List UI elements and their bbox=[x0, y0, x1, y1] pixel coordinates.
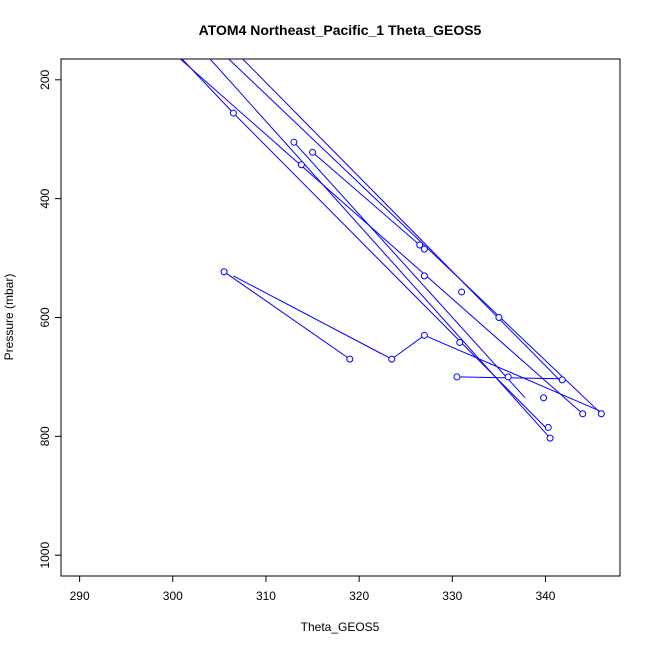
data-point bbox=[504, 373, 512, 381]
data-point bbox=[453, 373, 461, 381]
x-tick-label: 290 bbox=[70, 589, 90, 603]
x-tick-label: 300 bbox=[163, 589, 183, 603]
x-axis-label: Theta_GEOS5 bbox=[301, 620, 380, 634]
y-tick-label: 200 bbox=[38, 69, 52, 89]
data-point bbox=[416, 241, 424, 249]
data-point bbox=[458, 288, 466, 296]
y-tick-label: 800 bbox=[38, 426, 52, 446]
data-point bbox=[220, 268, 228, 276]
data-point bbox=[309, 148, 317, 156]
data-point bbox=[495, 314, 503, 321]
series-line bbox=[223, 271, 351, 360]
x-tick-label: 340 bbox=[535, 589, 555, 603]
y-tick-label: 600 bbox=[38, 307, 52, 327]
series-line bbox=[312, 151, 421, 246]
series-lines bbox=[179, 59, 602, 439]
x-tick-label: 330 bbox=[442, 589, 462, 603]
x-tick-label: 320 bbox=[349, 589, 369, 603]
data-point bbox=[544, 423, 552, 431]
data-point bbox=[420, 272, 428, 280]
data-point bbox=[388, 355, 396, 363]
series-line bbox=[228, 59, 602, 415]
x-axis: 290 300 310 320 330 340 bbox=[70, 575, 556, 603]
data-point bbox=[229, 109, 237, 117]
series-points bbox=[220, 109, 605, 442]
series-line bbox=[293, 141, 526, 399]
data-point bbox=[597, 410, 605, 418]
data-point bbox=[456, 338, 464, 346]
chart-title: ATOM4 Northeast_Pacific_1 Theta_GEOS5 bbox=[199, 22, 482, 38]
plot-frame bbox=[60, 58, 621, 577]
data-point bbox=[420, 331, 428, 339]
data-point bbox=[546, 434, 554, 442]
data-point bbox=[346, 355, 354, 363]
series-line bbox=[233, 275, 600, 412]
data-point bbox=[290, 138, 298, 146]
series-line bbox=[179, 59, 584, 415]
data-point bbox=[558, 376, 566, 384]
y-tick-label: 1000 bbox=[38, 542, 52, 569]
y-axis-label: Pressure (mbar) bbox=[2, 274, 16, 361]
data-point bbox=[579, 410, 587, 418]
series-line bbox=[242, 59, 560, 381]
x-tick-label: 310 bbox=[256, 589, 276, 603]
data-point bbox=[297, 161, 305, 169]
data-point bbox=[540, 394, 548, 402]
data-point bbox=[420, 245, 428, 253]
y-axis: 200 400 600 800 1000 bbox=[38, 69, 62, 569]
y-tick-label: 400 bbox=[38, 188, 52, 208]
